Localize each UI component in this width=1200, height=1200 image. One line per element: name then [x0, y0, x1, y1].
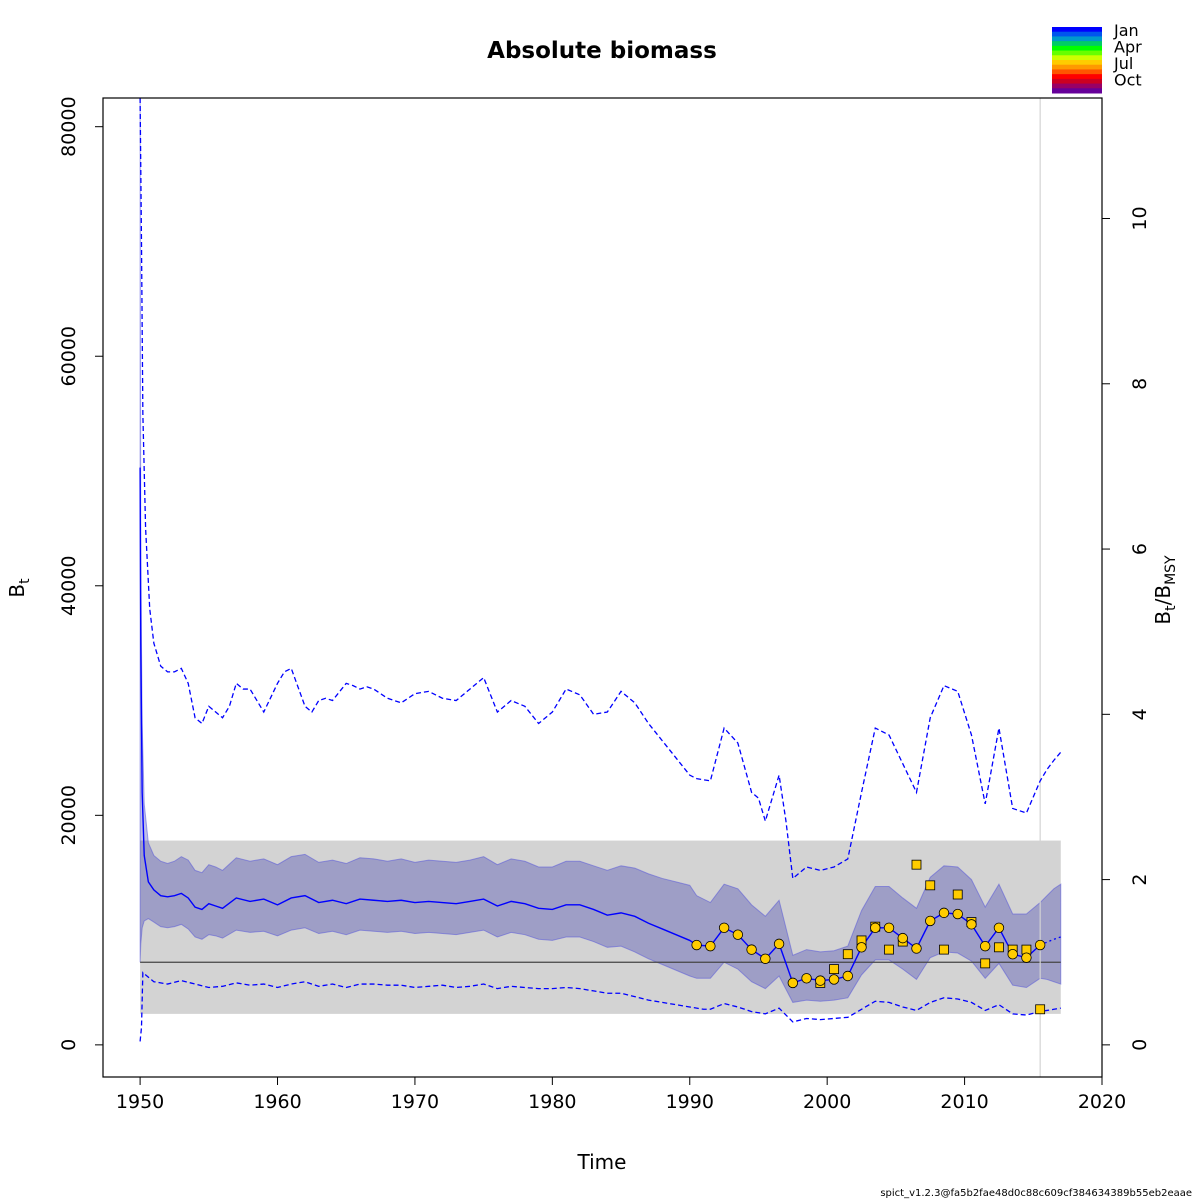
y-tick-label: 80000: [58, 96, 80, 156]
y-tick-label: 20000: [58, 785, 80, 845]
index-circle-point: [979, 940, 991, 952]
x-tick-label: 1960: [253, 1091, 301, 1113]
plot-area: [139, 97, 1062, 1077]
x-tick-label: 1950: [116, 1091, 164, 1113]
index-circle-point: [718, 922, 730, 933]
legend-color-swatch: [1052, 27, 1102, 33]
biomass-forecast-line: [1039, 936, 1061, 946]
y2-tick-label: 6: [1129, 543, 1151, 555]
index-circle-point: [815, 975, 826, 986]
y2-tick-label: 10: [1129, 206, 1151, 230]
index-square-point: [842, 949, 853, 960]
x-tick-label: 1990: [666, 1091, 714, 1113]
index-circle-point: [1007, 948, 1018, 960]
index-square-point: [994, 942, 1004, 953]
index-circle-point: [870, 922, 881, 933]
axes: 1950 1960 1970 1980 1990 2000 2010 202002000040…: [58, 96, 1151, 1113]
y-tick-label: 60000: [58, 326, 80, 386]
y2-label-b: B: [1151, 611, 1175, 625]
index-circle-point: [993, 922, 1005, 933]
legend-color-swatch: [1052, 41, 1102, 47]
y2-label-b2: B: [1151, 585, 1175, 599]
biomass-ci-band: [139, 97, 1062, 1003]
x-tick-label: 2020: [1078, 1091, 1126, 1113]
y2-tick-label: 8: [1129, 378, 1151, 390]
legend-color-swatch: [1052, 50, 1102, 56]
legend-month-label: Jul: [1113, 54, 1133, 73]
index-square-point: [1035, 1004, 1046, 1015]
y-axis-label-sub: t: [17, 578, 33, 584]
y2-tick-label: 0: [1129, 1039, 1151, 1051]
index-circle-point: [746, 944, 757, 955]
legend-month-label: Apr: [1114, 38, 1142, 57]
x-tick-label: 1980: [528, 1091, 576, 1113]
index-circle-point: [705, 940, 716, 952]
index-circle-point: [828, 974, 840, 985]
index-square-point: [980, 958, 991, 969]
index-circle-point: [1021, 952, 1032, 963]
index-circle-point: [883, 922, 895, 933]
index-circle-point: [925, 915, 936, 927]
legend-color-swatch: [1052, 31, 1102, 37]
index-circle-point: [1034, 939, 1046, 951]
lower-dashed-interval-line: [139, 971, 1061, 1042]
index-circle-point: [760, 953, 771, 964]
index-circle-point: [801, 973, 812, 984]
index-circle-point: [732, 929, 744, 940]
x-tick-label: 2010: [940, 1091, 988, 1113]
legend-color-swatch: [1052, 74, 1102, 80]
index-circle-point: [897, 932, 908, 944]
legend-color-swatch: [1052, 64, 1102, 70]
legend-color-swatch: [1052, 83, 1102, 89]
y2-label-slash: /: [1151, 598, 1175, 605]
chart-title: Absolute biomass: [487, 38, 717, 64]
legend-color-swatch: [1052, 88, 1102, 94]
legend-color-swatch: [1052, 60, 1102, 66]
legend-color-swatch: [1052, 69, 1102, 75]
index-circle-point: [691, 939, 702, 951]
y2-tick-label: 4: [1129, 708, 1151, 720]
index-square-point: [952, 889, 963, 900]
index-circle-point: [842, 970, 853, 982]
legend-month-label: Jan: [1113, 21, 1139, 40]
y-tick-label: 40000: [58, 556, 80, 616]
x-axis-label: Time: [577, 1150, 627, 1174]
index-circle-point: [856, 942, 867, 953]
index-circle-point: [952, 908, 963, 920]
legend-month-label: Oct: [1114, 71, 1142, 90]
bmsy-ci-band: [140, 840, 1061, 1014]
y-tick-label: 0: [58, 1039, 80, 1051]
footer-version: spict_v1.2.3@fa5b2fae48d0c88c609cf384634…: [880, 1188, 1192, 1199]
index-circle-point: [911, 943, 922, 954]
index-circle-point: [787, 977, 799, 989]
y2-axis-label: Bt/BMSY: [1151, 555, 1179, 625]
legend-color-swatch: [1052, 78, 1102, 85]
index-square-point: [884, 944, 894, 955]
index-square-point: [829, 964, 839, 975]
legend-color-swatch: [1052, 36, 1102, 42]
y2-label-msy: MSY: [1163, 555, 1179, 585]
legend-color-swatch: [1052, 55, 1102, 61]
biomass-estimate-line: [139, 467, 1041, 984]
index-square-point: [911, 859, 922, 870]
y2-label-t: t: [1163, 605, 1179, 611]
y-axis-label-main: B: [5, 584, 29, 598]
upper-dashed-interval-line: [139, 97, 1062, 880]
y2-tick-label: 2: [1129, 874, 1151, 886]
index-circle-point: [938, 907, 950, 919]
x-tick-label: 1970: [391, 1091, 439, 1113]
index-circle-point: [966, 919, 977, 930]
y-axis-label: Bt: [5, 578, 33, 598]
index-circle-point: [773, 938, 785, 950]
index-square-point: [939, 944, 949, 955]
index-square-point: [925, 880, 936, 891]
legend-color-swatch: [1052, 45, 1102, 52]
x-tick-label: 2000: [803, 1091, 851, 1113]
